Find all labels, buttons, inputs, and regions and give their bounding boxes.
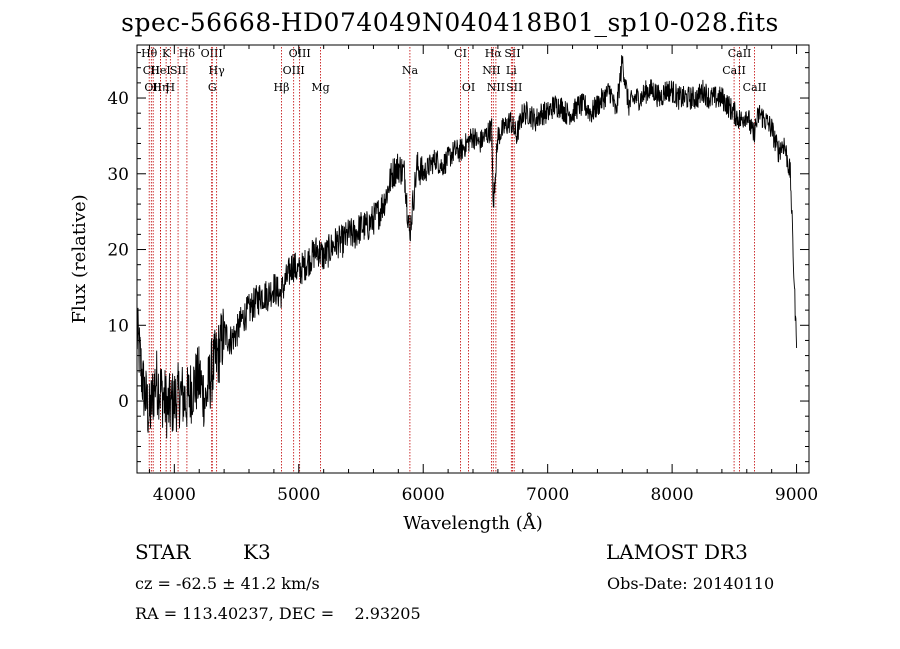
y-tick-label-4: 40: [107, 89, 129, 109]
spectrum-line: [136, 55, 798, 439]
plot-frame: [136, 44, 810, 474]
line-label-8: Hδ: [179, 47, 196, 60]
line-label-24: SII: [506, 81, 522, 94]
line-label-17: CI: [454, 47, 467, 60]
line-label-26: CaII: [728, 47, 752, 60]
y-tick-label-2: 20: [107, 241, 129, 261]
line-label-1: CII: [143, 64, 160, 77]
y-tick-label-3: 30: [107, 165, 129, 185]
x-tick-label-5: 9000: [775, 485, 818, 505]
object-subclass: K3: [243, 540, 271, 564]
object-type: STAR: [135, 540, 191, 564]
obs-date: Obs-Date: 20140110: [607, 574, 775, 593]
coordinates: RA = 113.40237, DEC = 2.93205: [135, 604, 421, 623]
line-label-14: OIII: [289, 47, 311, 60]
line-label-11: G: [208, 81, 217, 94]
x-tick-label-1: 5000: [277, 485, 320, 505]
redshift-cz: cz = -62.5 ± 41.2 km/s: [135, 574, 320, 593]
line-label-18: OI: [462, 81, 475, 94]
line-label-10: Hγ: [209, 64, 226, 77]
line-label-23: Li: [506, 64, 517, 77]
x-tick-label-0: 4000: [153, 485, 196, 505]
line-label-6: H: [166, 81, 176, 94]
x-tick-label-2: 6000: [402, 485, 445, 505]
line-label-22: SII: [504, 47, 520, 60]
line-label-2: OII: [144, 81, 162, 94]
y-tick-label-0: 0: [118, 392, 129, 412]
y-axis-label: Flux (relative): [69, 194, 90, 323]
line-label-12: Hβ: [274, 81, 290, 94]
line-label-9: OIII: [201, 47, 223, 60]
x-tick-label-4: 8000: [650, 485, 693, 505]
line-label-27: CaII: [743, 81, 767, 94]
line-label-20: NII: [482, 64, 500, 77]
line-label-5: K: [162, 47, 171, 60]
line-label-16: Na: [402, 64, 419, 77]
line-label-4: HeI: [150, 64, 170, 77]
line-label-13: OIII: [283, 64, 305, 77]
line-label-19: Hα: [485, 47, 503, 60]
chart-title: spec-56668-HD074049N040418B01_sp10-028.f…: [121, 8, 779, 37]
x-tick-label-3: 7000: [526, 485, 569, 505]
line-label-21: NII: [487, 81, 505, 94]
line-label-7: SII: [170, 64, 186, 77]
line-label-25: CaII: [722, 64, 746, 77]
line-label-15: Mg: [311, 81, 329, 94]
survey-name: LAMOST DR3: [606, 540, 748, 564]
y-tick-label-1: 10: [107, 316, 129, 336]
x-axis-label: Wavelength (Å): [403, 512, 543, 534]
